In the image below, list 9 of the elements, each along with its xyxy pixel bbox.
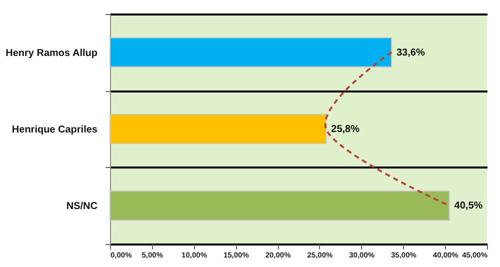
bar: [110, 37, 392, 68]
data-label: 25,8%: [331, 124, 360, 135]
y-tick-label: Henrique Capriles: [12, 124, 98, 136]
y-tick-label: NS/NC: [66, 201, 98, 212]
data-label: 40,5%: [454, 200, 483, 212]
bar: [110, 190, 450, 221]
y-tick-label: Henry Ramos Allup: [6, 48, 98, 59]
data-label: 33,6%: [396, 47, 425, 58]
bar: [110, 114, 327, 144]
